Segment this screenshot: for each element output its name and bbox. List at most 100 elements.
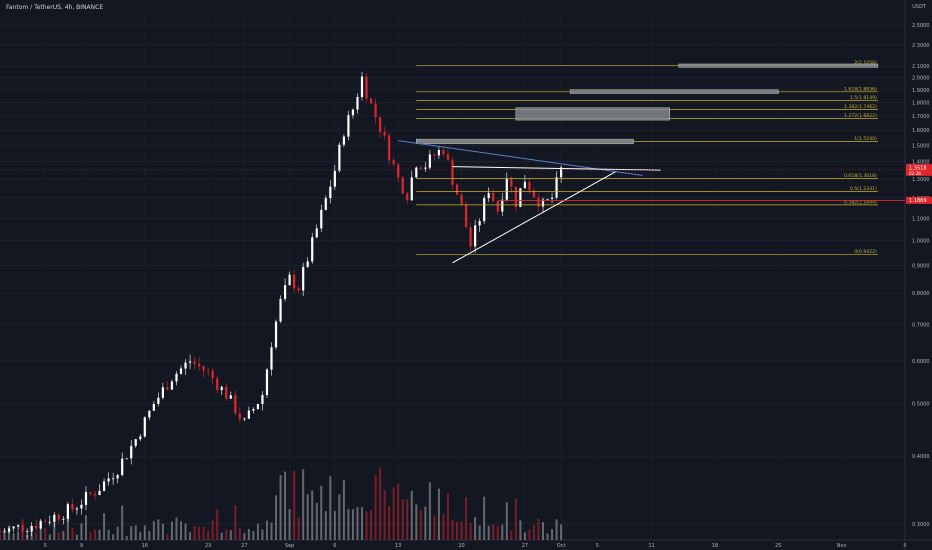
volume-bar [234, 505, 237, 540]
volume-bar [433, 515, 436, 540]
volume-bar [125, 536, 128, 540]
volume-bar [329, 476, 332, 540]
candle-body [360, 76, 364, 98]
x-tick-label: 23 [205, 543, 211, 549]
y-tick-label: 0.3000 [912, 522, 930, 528]
candle-body [510, 179, 513, 187]
candle-body [397, 164, 400, 178]
candle-body [229, 395, 232, 399]
candle-body [324, 198, 327, 210]
y-tick-label: 2.0000 [912, 76, 930, 82]
volume-bar [370, 510, 373, 540]
candle-body [528, 181, 531, 191]
volume-bar [338, 494, 341, 540]
volume-bar [202, 526, 205, 540]
fib-level-label: 1.272(1.6822) [844, 113, 877, 119]
candle-body [537, 197, 540, 207]
y-tick-label: 0.7000 [912, 323, 930, 329]
candle-body [306, 261, 309, 267]
y-tick-label: 1.5000 [912, 143, 930, 149]
volume-bar [523, 532, 526, 540]
x-tick-label: 5 [596, 543, 599, 549]
candle-body [121, 458, 124, 476]
candle-body [374, 103, 377, 118]
volume-bar [66, 516, 69, 540]
x-tick-label: Nov [837, 543, 847, 549]
volume-bar [265, 520, 268, 540]
y-tick-label: 2.3000 [912, 43, 930, 49]
candle-body [134, 439, 137, 446]
candle-body [532, 190, 536, 198]
volume-bar [284, 471, 287, 540]
volume-bar [84, 515, 87, 540]
candle-body [315, 228, 318, 238]
candle-body [102, 481, 106, 491]
candle-body [356, 97, 359, 110]
volume-bar [148, 531, 151, 540]
volume-bar [3, 529, 6, 540]
fib-level-label: 1(1.5240) [854, 136, 877, 142]
candle-body [26, 531, 29, 532]
volume-bar [492, 524, 495, 540]
volume-bar [12, 533, 15, 540]
volume-bar [505, 502, 508, 540]
candle-body [184, 362, 187, 369]
candle-body [265, 369, 269, 396]
volume-bar [456, 522, 459, 540]
volume-bar [103, 513, 106, 540]
volume-bar [428, 482, 431, 540]
fib-level-label: 0(0.9422) [854, 249, 877, 255]
candle-body [523, 181, 526, 189]
y-tick-label: 1.7000 [912, 114, 930, 120]
marker-label: 1.1869 [909, 198, 927, 204]
trend-line [452, 171, 616, 264]
volume-bar [546, 533, 549, 540]
volume-bar [80, 523, 83, 540]
candle-body [175, 373, 178, 382]
volume-bar [474, 517, 477, 540]
volume-bar [121, 505, 124, 540]
volume-bar [261, 529, 264, 540]
candle-body [433, 154, 436, 156]
y-tick-label: 0.4000 [912, 454, 930, 460]
volume-bar [89, 532, 92, 540]
fib-level-label: 1.618(1.8836) [844, 86, 877, 92]
candle-body [157, 397, 160, 404]
candle-body [283, 285, 287, 299]
resistance-zone [678, 63, 879, 68]
volume-bar [157, 519, 160, 540]
volume-bar [170, 521, 173, 540]
volume-bar [293, 470, 296, 540]
x-tick-label: 13 [395, 543, 401, 549]
candle-body [3, 531, 6, 533]
volume-bar [252, 530, 255, 540]
volume-bar [302, 469, 305, 540]
candle-body [383, 131, 386, 136]
candle-body [193, 361, 196, 364]
candle-body [98, 490, 101, 496]
y-tick-label: 2.5000 [912, 23, 930, 29]
volume-bar [175, 517, 178, 540]
volume-bar [39, 520, 42, 540]
volume-bar [469, 523, 472, 540]
fib-level-label: 0.382(1.1644) [844, 199, 877, 205]
x-tick-label: 9 [80, 543, 83, 549]
candle-body [21, 525, 24, 532]
candle-body [302, 266, 305, 291]
volume-bar [247, 529, 250, 540]
volume-bar [53, 522, 56, 540]
volume-bar [112, 534, 115, 540]
candle-body [369, 98, 373, 104]
candle-body [555, 177, 558, 198]
last-price-label: 1.3518 [909, 165, 927, 171]
candle-body [451, 159, 454, 185]
candle-body [446, 154, 450, 160]
candle-body [198, 363, 201, 367]
volume-bar [211, 520, 214, 540]
candle-body [216, 378, 219, 391]
y-tick-label: 0.6000 [912, 359, 930, 365]
candle-body [455, 184, 459, 195]
volume-bar [460, 521, 463, 540]
